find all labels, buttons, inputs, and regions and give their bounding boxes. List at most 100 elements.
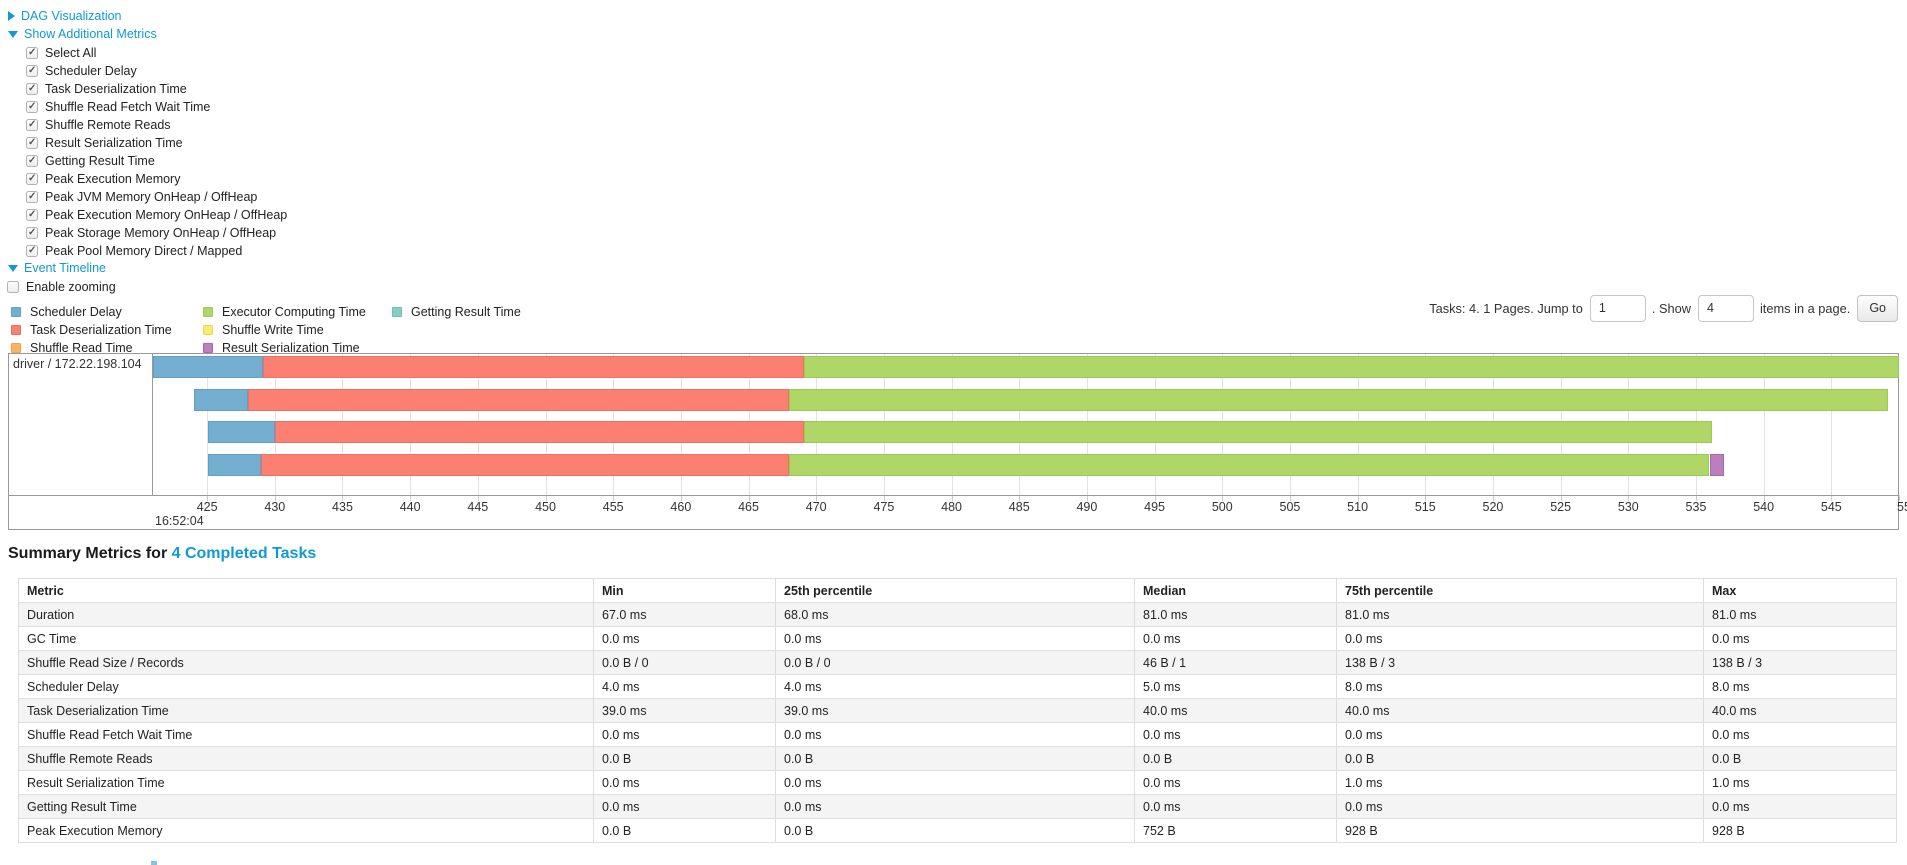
table-cell: 0.0 ms xyxy=(1336,626,1704,651)
table-row: Shuffle Read Fetch Wait Time 0.0 ms 0.0 ms… xyxy=(18,722,1897,747)
table-cell: 39.0 ms xyxy=(775,698,1135,723)
metric-checkbox-row[interactable]: Peak JVM Memory OnHeap / OffHeap xyxy=(26,190,257,204)
task-bar-segment-scheduler_delay[interactable] xyxy=(208,454,262,476)
event-timeline-chart: driver / 172.22.198.104 425 430 435 440 445 4… xyxy=(8,353,1907,530)
legend-item: Getting Result Time xyxy=(392,305,521,319)
task-bar-segment-scheduler_delay[interactable] xyxy=(193,388,248,411)
legend-item: Executor Computing Time xyxy=(203,305,366,319)
table-header-cell: 25th percentile xyxy=(775,578,1135,603)
legend-item: Task Deserialization Time xyxy=(11,323,172,337)
task-bar-segment-task_deserialization[interactable] xyxy=(274,421,805,444)
checkbox-checked-icon[interactable] xyxy=(26,47,38,59)
checkbox-checked-icon[interactable] xyxy=(26,191,38,203)
task-bar-segment-task_deserialization[interactable] xyxy=(261,454,790,476)
metric-checkbox-row[interactable]: Select All xyxy=(26,46,96,60)
metric-checkbox-label: Peak Pool Memory Direct / Mapped xyxy=(45,244,243,258)
metric-checkbox-label: Shuffle Remote Reads xyxy=(45,118,171,132)
event-timeline-toggle[interactable]: Event Timeline xyxy=(8,261,106,275)
table-cell: 39.0 ms xyxy=(593,698,776,723)
checkbox-checked-icon[interactable] xyxy=(26,101,38,113)
axis-tick-label: 440 xyxy=(399,500,421,514)
task-bar-segment-result_serialization[interactable] xyxy=(1709,454,1725,476)
checkbox-checked-icon[interactable] xyxy=(26,209,38,221)
task-bar-segment-executor_computing[interactable] xyxy=(804,356,1899,378)
checkbox-checked-icon[interactable] xyxy=(26,83,38,95)
metric-checkbox-row[interactable]: Shuffle Remote Reads xyxy=(26,118,171,132)
table-row: Getting Result Time 0.0 ms 0.0 ms 0.0 ms 0.0… xyxy=(18,794,1897,819)
axis-tick-mark xyxy=(680,495,682,501)
axis-tick-mark xyxy=(477,495,479,501)
gridline xyxy=(207,354,209,495)
checkbox-checked-icon[interactable] xyxy=(26,65,38,77)
table-cell: 40.0 ms xyxy=(1336,698,1704,723)
completed-tasks-link[interactable]: 4 Completed Tasks xyxy=(171,545,317,562)
table-header-cell: Min xyxy=(593,578,776,603)
enable-zooming-checkbox[interactable] xyxy=(7,281,19,293)
go-button[interactable]: Go xyxy=(1857,294,1898,322)
show-additional-metrics-toggle[interactable]: Show Additional Metrics xyxy=(8,27,157,41)
enable-zooming-checkbox-row[interactable]: Enable zooming xyxy=(7,280,116,294)
items-per-page-input[interactable] xyxy=(1697,294,1754,322)
axis-tick-mark xyxy=(1763,495,1765,501)
table-cell: Shuffle Read Size / Records xyxy=(18,650,594,675)
jump-to-page-input[interactable] xyxy=(1589,294,1646,322)
metric-checkbox-row[interactable]: Peak Storage Memory OnHeap / OffHeap xyxy=(26,226,276,240)
task-bar-segment-scheduler_delay[interactable] xyxy=(208,421,275,444)
checkbox-checked-icon[interactable] xyxy=(26,137,38,149)
table-cell: 5.0 ms xyxy=(1134,674,1337,699)
axis-tick-mark xyxy=(545,495,547,501)
table-header-cell: Max xyxy=(1703,578,1897,603)
table-cell: 0.0 B xyxy=(593,818,776,843)
axis-tick-label: 495 xyxy=(1144,500,1166,514)
axis-tick-label: 470 xyxy=(805,500,827,514)
axis-tick-label: 445 xyxy=(467,500,489,514)
table-row: Duration 67.0 ms 68.0 ms 81.0 ms 81.0 ms 81.0… xyxy=(18,602,1897,627)
metric-checkbox-row[interactable]: Peak Execution Memory OnHeap / OffHeap xyxy=(26,208,287,222)
task-bar-segment-task_deserialization[interactable] xyxy=(262,356,805,378)
table-row: Scheduler Delay 4.0 ms 4.0 ms 5.0 ms 8.0 ms 8… xyxy=(18,674,1897,699)
table-cell: 0.0 ms xyxy=(1703,722,1897,747)
axis-tick-mark xyxy=(1628,495,1630,501)
metric-checkbox-row[interactable]: Peak Pool Memory Direct / Mapped xyxy=(26,244,242,258)
task-bar-segment-executor_computing[interactable] xyxy=(789,388,1889,411)
task-bar-segment-scheduler_delay[interactable] xyxy=(153,356,263,378)
table-cell: 0.0 ms xyxy=(1134,722,1337,747)
table-cell: 752 B xyxy=(1134,818,1337,843)
legend-label: Shuffle Read Time xyxy=(30,341,133,355)
table-cell: 81.0 ms xyxy=(1703,602,1897,627)
table-header-cell: Median xyxy=(1134,578,1337,603)
axis-tick-label: 460 xyxy=(670,500,692,514)
legend-label: Executor Computing Time xyxy=(222,305,366,319)
axis-tick-label: 475 xyxy=(873,500,895,514)
checkbox-checked-icon[interactable] xyxy=(26,173,38,185)
metric-checkbox-label: Select All xyxy=(45,46,97,60)
legend-swatch-result_serialization xyxy=(203,343,213,353)
axis-tick-label: 510 xyxy=(1347,500,1369,514)
task-bar-segment-task_deserialization[interactable] xyxy=(247,388,790,411)
axis-tick-label: 545 xyxy=(1820,500,1842,514)
pagination-summary: Tasks: 4. 1 Pages. Jump to xyxy=(1429,300,1583,316)
metric-checkbox-row[interactable]: Scheduler Delay xyxy=(26,64,137,78)
summary-metrics-table: Metric Min 25th percentile Median 75th perce… xyxy=(18,578,1897,843)
metric-checkbox-row[interactable]: Peak Execution Memory xyxy=(26,172,180,186)
metric-checkbox-row[interactable]: Result Serialization Time xyxy=(26,136,183,150)
checkbox-checked-icon[interactable] xyxy=(26,155,38,167)
task-bar-segment-executor_computing[interactable] xyxy=(789,454,1710,476)
table-row: Task Deserialization Time 39.0 ms 39.0 ms 4… xyxy=(18,698,1897,723)
axis-tick-label: 525 xyxy=(1550,500,1572,514)
axis-tick-label: 425 xyxy=(196,500,218,514)
table-cell: 0.0 ms xyxy=(1134,794,1337,819)
metric-checkbox-row[interactable]: Task Deserialization Time xyxy=(26,82,187,96)
dag-visualization-toggle[interactable]: DAG Visualization xyxy=(8,9,122,23)
checkbox-checked-icon[interactable] xyxy=(26,119,38,131)
task-bar-segment-executor_computing[interactable] xyxy=(804,421,1713,444)
checkbox-checked-icon[interactable] xyxy=(26,227,38,239)
axis-tick-mark xyxy=(342,495,344,501)
checkbox-checked-icon[interactable] xyxy=(26,245,38,257)
metric-checkbox-row[interactable]: Shuffle Read Fetch Wait Time xyxy=(26,100,210,114)
task-pagination: Tasks: 4. 1 Pages. Jump to . Show items … xyxy=(1429,294,1898,322)
metric-checkbox-row[interactable]: Getting Result Time xyxy=(26,154,155,168)
pagination-items-label: items in a page. xyxy=(1759,300,1851,316)
axis-tick-label: 540 xyxy=(1753,500,1775,514)
